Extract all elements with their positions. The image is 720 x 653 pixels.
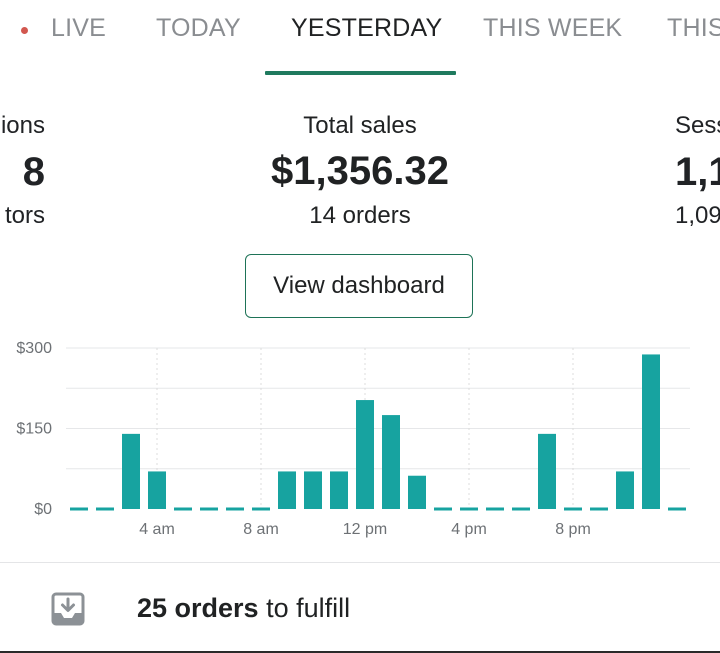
chart-bar-zero[interactable] (590, 507, 608, 511)
section-divider (0, 562, 720, 563)
x-tick-label: 4 am (139, 521, 175, 538)
chart-bar[interactable] (278, 471, 296, 509)
chart-bar-zero[interactable] (512, 507, 530, 511)
x-tick-label: 8 pm (555, 521, 591, 538)
chart-bar[interactable] (642, 354, 660, 509)
sessions-label: Sess (675, 112, 720, 139)
view-dashboard-button[interactable]: View dashboard (245, 254, 473, 318)
chart-bar-zero[interactable] (460, 507, 478, 511)
chart-bar[interactable] (616, 471, 634, 509)
chart-bar-zero[interactable] (174, 507, 192, 511)
orders-count: 25 orders (137, 593, 259, 623)
chart-bar-zero[interactable] (434, 507, 452, 511)
metric-left-label: ions (0, 112, 45, 139)
chart-bar-zero[interactable] (70, 507, 88, 511)
chart-bar-zero[interactable] (564, 507, 582, 511)
chart-bar[interactable] (148, 471, 166, 509)
sales-by-hour-chart: $0 $150 $300 4 am 8 am 12 pm 4 pm 8 pm (16, 340, 690, 538)
tab-this-week[interactable]: THIS WEEK (483, 14, 623, 42)
orders-to-fulfill-row[interactable]: 25 orders to fulfill (0, 563, 720, 651)
date-range-tabs: LIVE TODAY YESTERDAY THIS WEEK THIS (0, 0, 720, 76)
x-tick-label: 8 am (243, 521, 279, 538)
tab-yesterday[interactable]: YESTERDAY (291, 14, 443, 42)
x-tick-label: 4 pm (451, 521, 487, 538)
active-tab-underline (265, 71, 456, 75)
tab-live[interactable]: LIVE (51, 14, 106, 42)
tab-today[interactable]: TODAY (156, 14, 241, 42)
chart-bar[interactable] (122, 433, 140, 509)
total-sales-orders: 14 orders (309, 202, 411, 229)
y-tick-label: $150 (16, 421, 52, 438)
y-tick-label: $0 (34, 501, 52, 518)
orders-to-fulfill-text: 25 orders to fulfill (137, 593, 350, 624)
chart-bar-zero[interactable] (96, 507, 114, 511)
chart-bar-zero[interactable] (668, 507, 686, 511)
sessions-value: 1,1 (675, 150, 720, 194)
download-tray-icon (51, 592, 85, 626)
metric-left-sub: tors (4, 202, 45, 229)
total-sales-value: $1,356.32 (271, 149, 449, 193)
x-tick-label: 12 pm (343, 521, 387, 538)
total-sales-label: Total sales (303, 112, 417, 139)
y-tick-label: $300 (16, 340, 52, 357)
chart-bar-zero[interactable] (200, 507, 218, 511)
chart-bar[interactable] (356, 400, 374, 509)
chart-bar[interactable] (330, 471, 348, 509)
tab-this-month[interactable]: THIS (667, 14, 720, 42)
to-fulfill-label: to fulfill (258, 593, 351, 623)
metric-left-value: 8 (22, 150, 45, 194)
chart-bar[interactable] (382, 415, 400, 509)
bottom-edge (0, 651, 720, 653)
chart-bar[interactable] (408, 475, 426, 509)
chart-bar-zero[interactable] (226, 507, 244, 511)
chart-bar[interactable] (538, 433, 556, 509)
chart-bar-zero[interactable] (486, 507, 504, 511)
live-indicator-dot (21, 27, 28, 34)
sessions-sub: 1,09 (675, 202, 720, 229)
chart-bar-zero[interactable] (252, 507, 270, 511)
chart-bar[interactable] (304, 471, 322, 509)
